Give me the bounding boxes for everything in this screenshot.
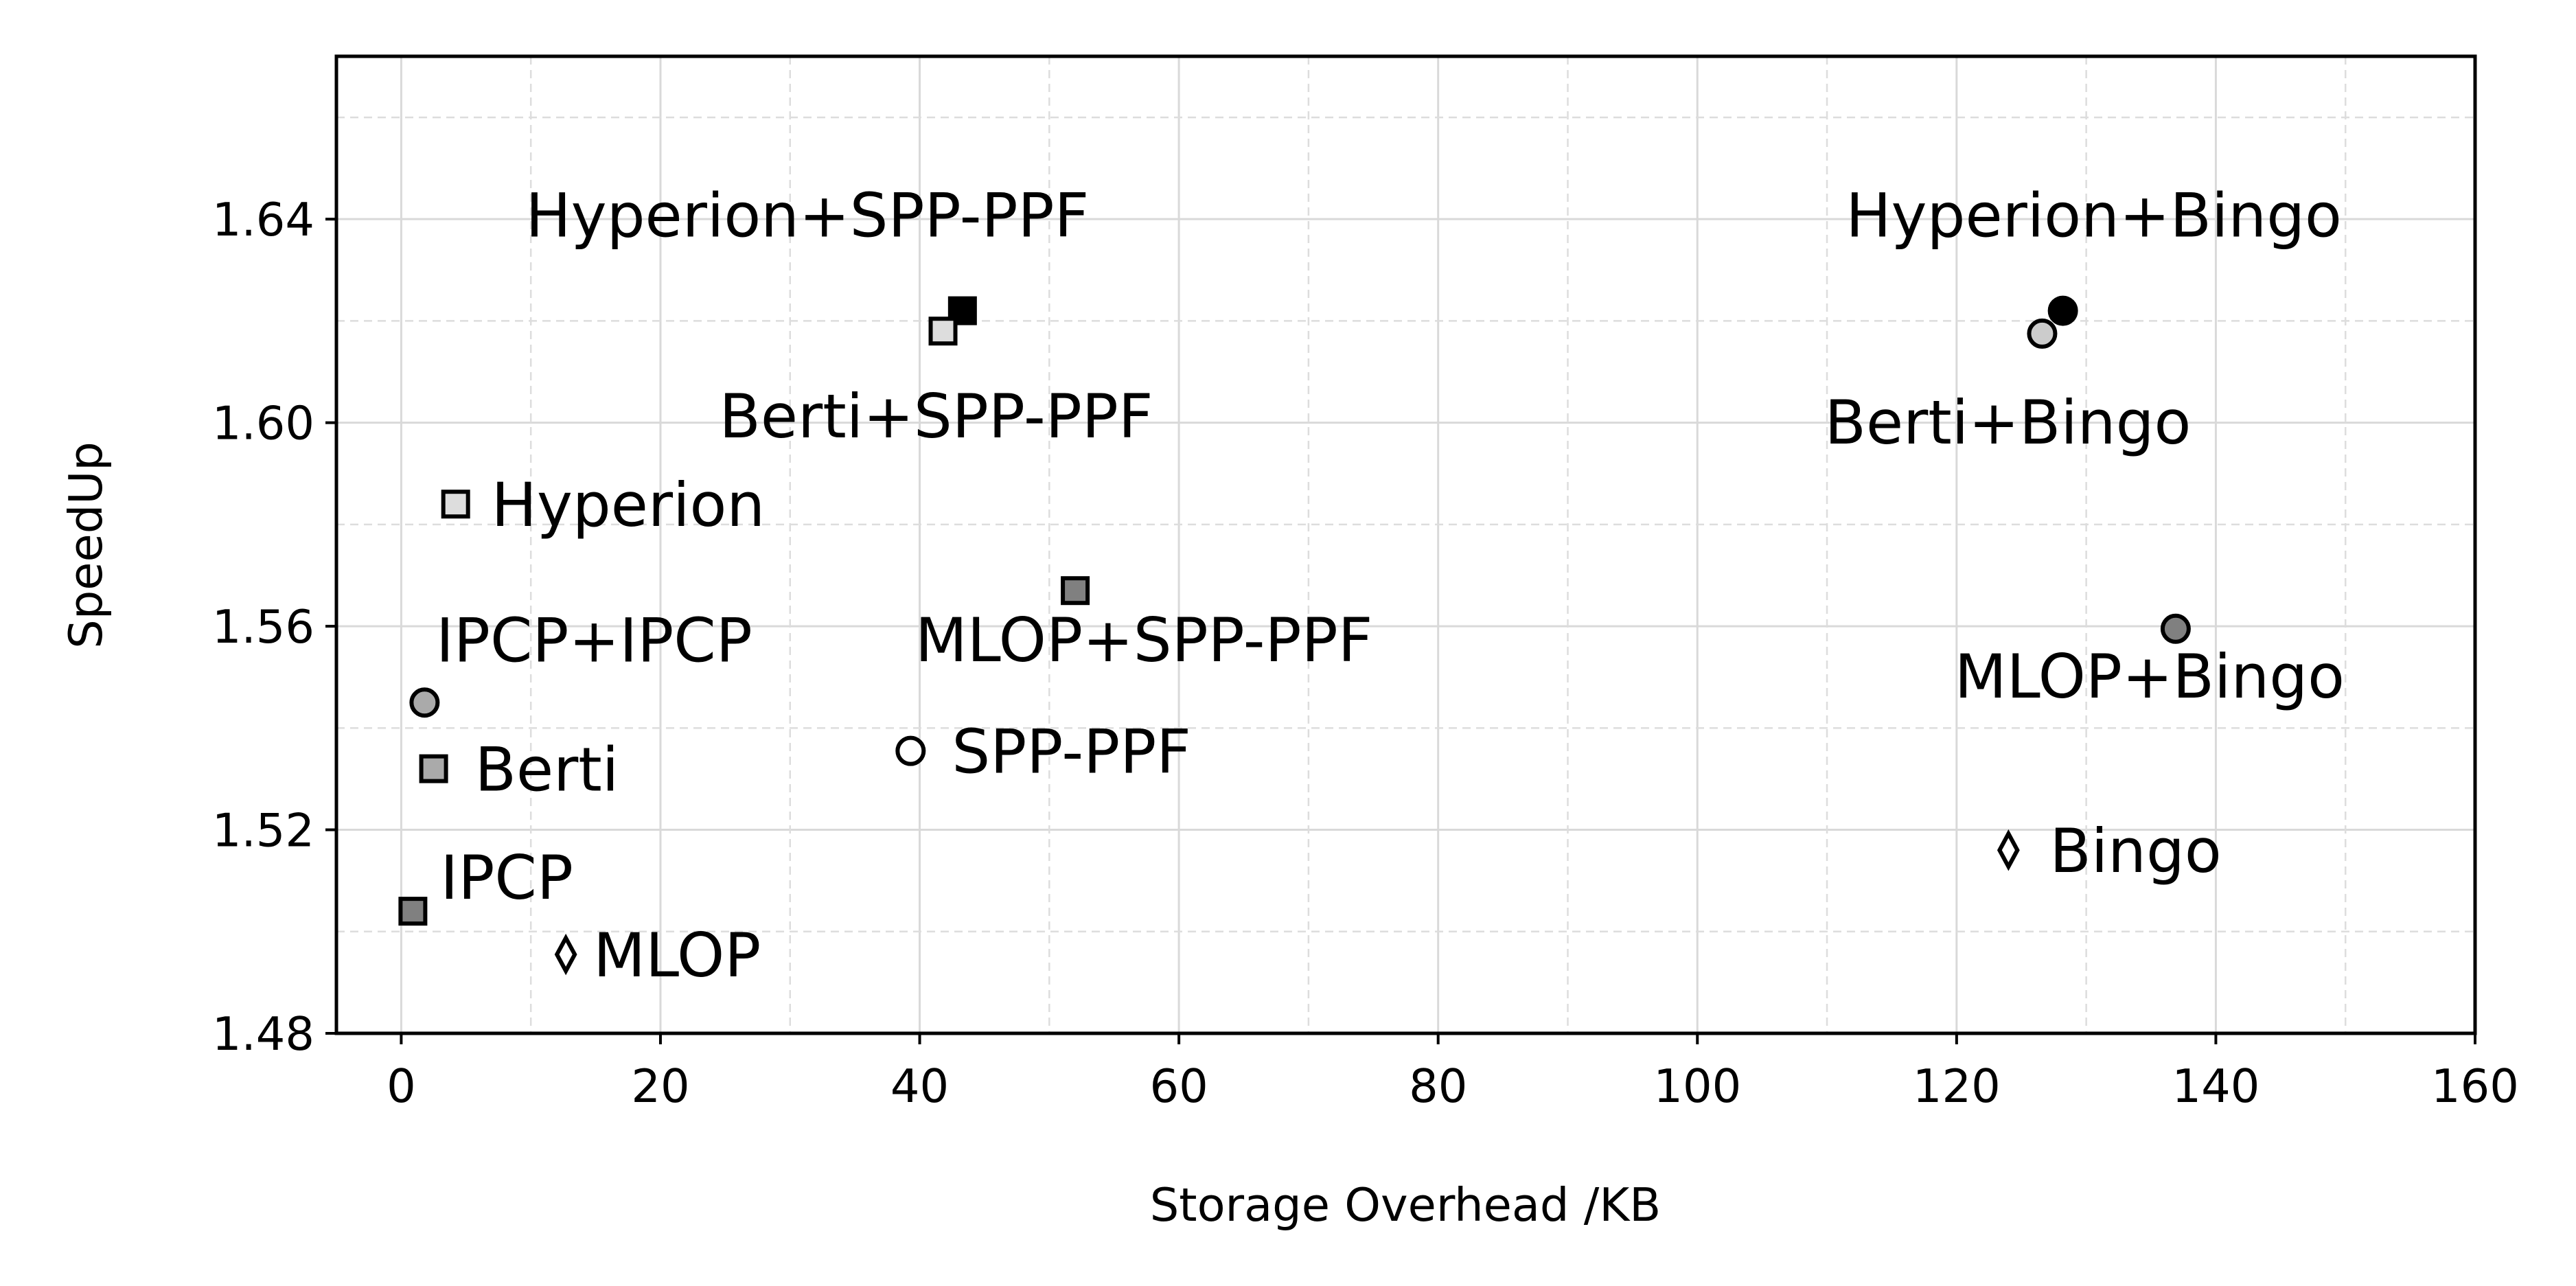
x-axis: 0 20 40 60 80 100 120 140 160 xyxy=(387,1033,2519,1113)
y-tick-label: 1.64 xyxy=(212,193,314,246)
x-tick-label: 140 xyxy=(2172,1059,2259,1113)
point-berti-spp-ppf xyxy=(928,317,958,346)
point-label-berti-spp-ppf: Berti+SPP-PPF xyxy=(720,381,1153,452)
y-tick-label: 1.48 xyxy=(212,1007,314,1061)
point-spp-ppf xyxy=(895,735,926,766)
point-label-mlop-spp-ppf: MLOP+SPP-PPF xyxy=(915,605,1372,676)
point-ipcp xyxy=(398,897,428,926)
point-label-hyperion-bingo: Hyperion+Bingo xyxy=(1845,181,2342,251)
grid xyxy=(336,56,2476,1035)
x-tick-label: 160 xyxy=(2431,1059,2519,1113)
y-tick-label: 1.52 xyxy=(212,804,314,858)
point-label-ipcp-ipcp: IPCP+IPCP xyxy=(436,605,752,676)
point-label-berti: Berti xyxy=(475,735,619,805)
point-label-hyperion: Hyperion xyxy=(492,470,765,540)
x-tick-label: 20 xyxy=(631,1059,689,1113)
x-tick-label: 100 xyxy=(1653,1059,1741,1113)
point-label-berti-bingo: Berti+Bingo xyxy=(1825,387,2192,458)
point-label-spp-ppf: SPP-PPF xyxy=(952,717,1191,788)
point-mlop xyxy=(554,933,577,976)
point-label-hyperion-spp-ppf: Hyperion+SPP-PPF xyxy=(525,181,1089,251)
y-axis-label: SpeedUp xyxy=(59,441,113,649)
y-axis: 1.48 1.52 1.56 1.60 1.64 xyxy=(212,193,336,1061)
point-berti xyxy=(419,754,448,783)
x-tick-label: 120 xyxy=(1913,1059,2001,1113)
point-mlop-spp-ppf xyxy=(1061,576,1090,606)
point-mlop-bingo xyxy=(2160,613,2191,644)
point-bingo xyxy=(1997,829,2020,871)
x-tick-label: 0 xyxy=(387,1059,416,1113)
point-hyperion-bingo xyxy=(2047,295,2078,326)
x-axis-label: Storage Overhead /KB xyxy=(1150,1178,1661,1232)
plot-frame xyxy=(334,54,2477,1035)
x-tick-label: 60 xyxy=(1149,1059,1208,1113)
x-tick-label: 40 xyxy=(890,1059,949,1113)
x-tick-label: 80 xyxy=(1409,1059,1467,1113)
y-tick-label: 1.60 xyxy=(212,397,314,450)
point-berti-bingo xyxy=(2027,318,2058,349)
point-label-ipcp: IPCP xyxy=(440,842,573,913)
point-labels: Hyperion+SPP-PPF Berti+SPP-PPF Hyperion+Bi… xyxy=(436,181,2345,991)
y-tick-label: 1.56 xyxy=(212,600,314,654)
point-hyperion xyxy=(441,490,470,519)
point-label-mlop: MLOP xyxy=(593,920,761,991)
point-ipcp-ipcp xyxy=(409,687,440,718)
point-label-bingo: Bingo xyxy=(2049,816,2221,886)
plot-area xyxy=(398,295,2191,976)
point-label-mlop-bingo: MLOP+Bingo xyxy=(1955,641,2345,712)
